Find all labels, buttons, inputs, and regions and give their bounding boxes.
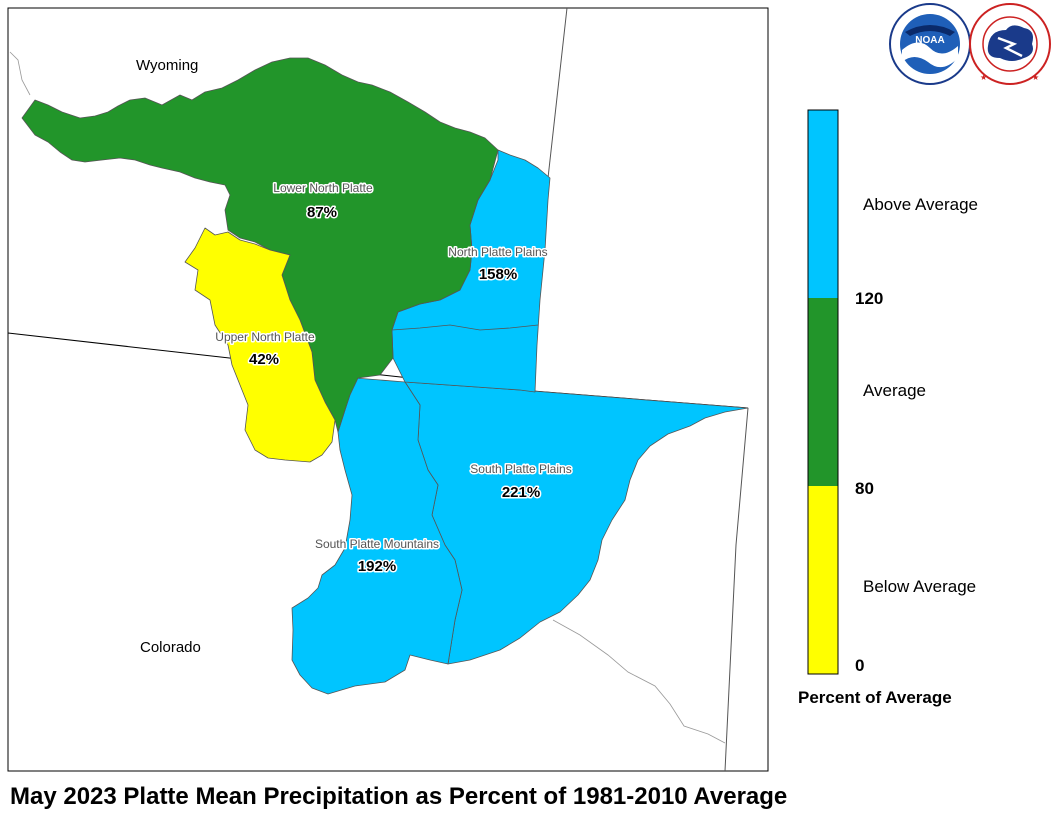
basin-name-upper-north-platte: Upper North Platte [215, 330, 315, 344]
western-boundary-line [9, 51, 31, 96]
nws-star-left: ★ [980, 73, 987, 82]
basin-name-halo-1: North Platte Plains [448, 245, 547, 259]
basin-name-south-platte-plains: South Platte Plains [470, 462, 571, 476]
legend: Above Average Average Below Average 120 … [798, 109, 978, 707]
basin-pct-south-platte-mountains: 192% [358, 558, 396, 575]
legend-title: Percent of Average [798, 688, 952, 707]
basin-pct-halo-2: 42% [249, 351, 279, 368]
basin-pct-lower-north-platte: 87% [307, 204, 337, 221]
basin-lower-north-platte[interactable] [21, 57, 499, 433]
basin-name-lower-north-platte: Lower North Platte [273, 181, 373, 195]
basin-name-halo-4: South Platte Mountains [315, 537, 439, 551]
basin-pct-north-platte-plains: 158% [479, 266, 517, 283]
legend-label-above: Above Average [863, 195, 978, 214]
legend-bar-outline [807, 109, 839, 675]
legend-label-below: Below Average [863, 577, 976, 596]
basin-pct-halo-3: 221% [502, 484, 540, 501]
legend-swatch-above [808, 110, 838, 298]
basin-south-platte-mountains[interactable] [291, 377, 463, 695]
legend-swatch-below [808, 486, 838, 674]
state-label-wyoming: Wyoming [136, 57, 198, 74]
basin-name-halo-3: South Platte Plains [470, 462, 571, 476]
noaa-logo-text: NOAA [915, 35, 944, 46]
nws-star-right: ★ [1032, 73, 1039, 82]
colorado-nebraska-border [724, 407, 749, 772]
basin-name-halo-2: Upper North Platte [215, 330, 315, 344]
legend-tick-120: 120 [855, 289, 883, 308]
basin-upper-north-platte[interactable] [184, 227, 336, 463]
noaa-logo: NOAA [889, 3, 971, 85]
basin-pct-halo-1: 158% [479, 266, 517, 283]
basin-pct-upper-north-platte: 42% [249, 351, 279, 368]
legend-tick-80: 80 [855, 479, 874, 498]
basins [21, 57, 749, 695]
basin-pct-halo-0: 87% [307, 204, 337, 221]
nws-logo: ★ ★ [969, 3, 1051, 85]
legend-tick-0: 0 [855, 656, 864, 675]
map-title: May 2023 Platte Mean Precipitation as Pe… [10, 783, 787, 810]
basin-name-halo-0: Lower North Platte [273, 181, 373, 195]
basin-pct-south-platte-plains: 221% [502, 484, 540, 501]
wyoming-nebraska-border [547, 7, 568, 179]
basin-name-south-platte-mountains: South Platte Mountains [315, 537, 439, 551]
legend-swatch-average [808, 298, 838, 486]
basin-labels: Lower North Platte Lower North Platte 87… [214, 180, 573, 577]
basin-pct-halo-4: 192% [358, 558, 396, 575]
southeast-county-line [552, 619, 726, 744]
internal-divides [391, 324, 539, 331]
legend-label-average: Average [863, 381, 926, 400]
north-platte-plains-divide [391, 324, 539, 331]
state-label-colorado: Colorado [140, 639, 201, 656]
basin-name-north-platte-plains: North Platte Plains [448, 245, 547, 259]
